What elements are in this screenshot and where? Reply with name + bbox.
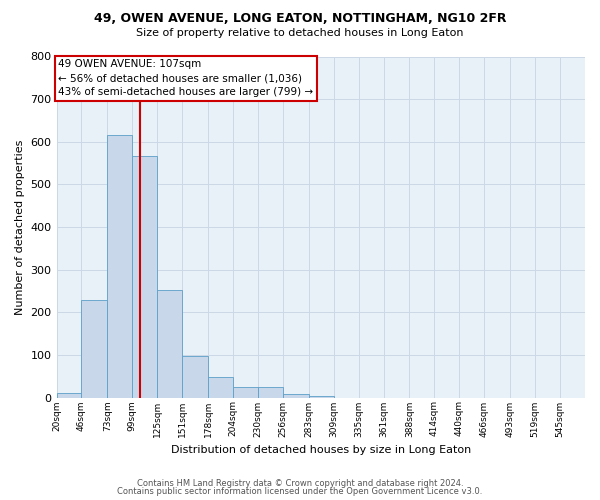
Bar <box>283 394 309 398</box>
Text: 49, OWEN AVENUE, LONG EATON, NOTTINGHAM, NG10 2FR: 49, OWEN AVENUE, LONG EATON, NOTTINGHAM,… <box>94 12 506 26</box>
Text: Contains HM Land Registry data © Crown copyright and database right 2024.: Contains HM Land Registry data © Crown c… <box>137 478 463 488</box>
Bar <box>107 134 133 398</box>
Bar <box>133 156 157 398</box>
Bar <box>309 396 334 398</box>
Text: Size of property relative to detached houses in Long Eaton: Size of property relative to detached ho… <box>136 28 464 38</box>
Y-axis label: Number of detached properties: Number of detached properties <box>15 140 25 314</box>
Bar <box>157 290 182 398</box>
Bar <box>82 300 107 398</box>
Bar <box>208 376 233 398</box>
Bar <box>56 394 82 398</box>
X-axis label: Distribution of detached houses by size in Long Eaton: Distribution of detached houses by size … <box>170 445 471 455</box>
Bar <box>233 387 258 398</box>
Bar <box>182 356 208 398</box>
Text: Contains public sector information licensed under the Open Government Licence v3: Contains public sector information licen… <box>118 487 482 496</box>
Bar <box>258 387 283 398</box>
Text: 49 OWEN AVENUE: 107sqm
← 56% of detached houses are smaller (1,036)
43% of semi-: 49 OWEN AVENUE: 107sqm ← 56% of detached… <box>58 60 314 98</box>
